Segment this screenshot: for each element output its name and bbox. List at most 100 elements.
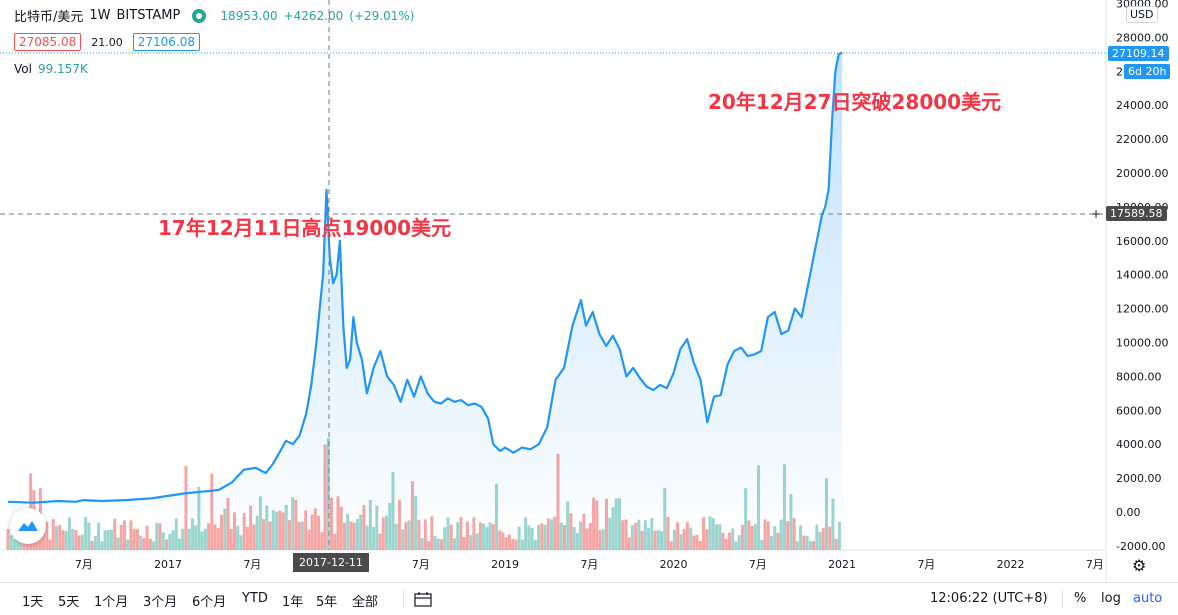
volume-bar — [449, 524, 453, 550]
percent-scale-toggle[interactable]: % — [1074, 591, 1087, 606]
volume-bar — [530, 528, 534, 550]
volume-bar — [122, 520, 126, 550]
volume-bar — [663, 487, 667, 550]
volume-bar — [67, 517, 71, 550]
volume-bar — [342, 522, 346, 550]
volume-bar — [537, 524, 541, 550]
bar-countdown-tag: 6d 20h — [1124, 64, 1171, 79]
volume-bar — [656, 530, 660, 550]
volume-bar — [427, 541, 431, 550]
range-5d-button[interactable]: 5天 — [58, 595, 80, 610]
add-alert-icon[interactable]: + — [1091, 207, 1102, 221]
volume-bar — [689, 527, 693, 550]
volume-legend: Vol 99.157K — [14, 62, 88, 76]
clock-timezone[interactable]: 12:06:22 (UTC+8) — [930, 591, 1048, 606]
volume-bar — [355, 518, 359, 550]
volume-bar — [148, 538, 152, 550]
annotation-2020-breakout[interactable]: 20年12月27日突破28000美元 — [708, 90, 1002, 114]
volume-bar — [831, 498, 835, 550]
volume-bar — [815, 524, 819, 550]
range-1m-button[interactable]: 1个月 — [94, 595, 129, 610]
auto-scale-toggle[interactable]: auto — [1133, 591, 1163, 606]
range-3m-button[interactable]: 3个月 — [143, 595, 178, 610]
volume-bar — [216, 528, 220, 550]
settings-gear-icon[interactable]: ⚙ — [1132, 556, 1147, 575]
volume-bar — [786, 521, 790, 550]
range-6m-button[interactable]: 6个月 — [192, 595, 227, 610]
volume-bar — [702, 517, 706, 550]
volume-bar — [624, 519, 628, 550]
volume-bar — [381, 517, 385, 550]
ask-price[interactable]: 27106.08 — [132, 33, 201, 51]
tradingview-logo-icon[interactable] — [10, 508, 46, 544]
volume-bar — [766, 521, 770, 550]
range-all-button[interactable]: 全部 — [352, 595, 379, 610]
volume-bar — [592, 497, 596, 550]
volume-bar — [55, 526, 59, 550]
volume-bar — [388, 503, 392, 550]
volume-bar — [187, 528, 191, 550]
volume-bar — [139, 535, 143, 550]
volume-bar — [287, 520, 291, 550]
symbol-name[interactable]: 比特币/美元 — [14, 10, 84, 25]
volume-bar — [452, 538, 456, 550]
volume-bar — [158, 523, 162, 550]
volume-bar — [507, 534, 511, 550]
market-status-icon[interactable] — [192, 8, 207, 23]
volume-bar — [491, 524, 495, 550]
volume-bar — [226, 497, 230, 550]
volume-bar — [223, 508, 227, 550]
volume-bar — [278, 510, 282, 550]
currency-selector[interactable]: USD — [1126, 6, 1158, 23]
volume-bar — [346, 513, 350, 550]
volume-bar — [459, 516, 463, 550]
price-axis-tick-label: 20000.00 — [1116, 167, 1169, 180]
volume-bar — [12, 539, 16, 550]
price-axis-tick-label: 0.00 — [1116, 506, 1141, 519]
volume-bar — [614, 498, 618, 550]
bid-price[interactable]: 27085.08 — [14, 33, 82, 51]
volume-label[interactable]: Vol — [14, 62, 32, 76]
volume-bar — [300, 521, 304, 550]
time-axis-tick-label: 7月 — [412, 558, 430, 571]
volume-bar — [598, 529, 602, 550]
volume-bar — [485, 527, 489, 550]
range-5y-button[interactable]: 5年 — [316, 595, 338, 610]
range-1y-button[interactable]: 1年 — [282, 595, 304, 610]
chart-canvas[interactable]: 30000.0028000.0026000.0024000.0022000.00… — [0, 0, 1178, 582]
price-axis-tick-label: 22000.00 — [1116, 133, 1169, 146]
volume-bar — [818, 532, 822, 550]
volume-bar — [142, 538, 146, 550]
volume-bar — [682, 529, 686, 550]
goto-date-icon[interactable] — [414, 591, 432, 611]
price-axis-tick-label: 12000.00 — [1116, 303, 1169, 316]
volume-bar — [630, 525, 634, 550]
volume-bar — [695, 534, 699, 550]
volume-bar — [805, 535, 809, 550]
volume-bar — [294, 499, 298, 550]
log-scale-toggle[interactable]: log — [1101, 591, 1121, 606]
bid-ask-row: 27085.08 21.00 27106.08 — [14, 33, 201, 51]
volume-bar — [203, 528, 207, 550]
volume-bar — [588, 522, 592, 550]
volume-bar — [414, 496, 418, 550]
volume-bar — [132, 528, 136, 550]
volume-bar — [533, 539, 537, 550]
price-axis-tick-label: 30000.00 — [1116, 0, 1169, 11]
time-axis-tick-label: 7月 — [1086, 558, 1104, 571]
volume-bar — [511, 538, 515, 550]
price-change-pct: (+29.01%) — [349, 8, 415, 23]
volume-bar — [161, 532, 165, 550]
interval-label[interactable]: 1W — [89, 8, 111, 23]
annotation-2017-high[interactable]: 17年12月11日高点19000美元 — [158, 216, 452, 240]
range-1d-button[interactable]: 1天 — [22, 595, 44, 610]
volume-bar — [776, 532, 780, 550]
toolbar-divider-right — [1062, 589, 1063, 609]
volume-bar — [750, 526, 754, 550]
price-axis-tick-label: 8000.00 — [1116, 370, 1162, 383]
volume-bar — [553, 516, 557, 550]
volume-bar — [417, 519, 421, 550]
range-ytd-button[interactable]: YTD — [242, 591, 268, 606]
volume-bar — [339, 506, 343, 550]
volume-bar — [478, 522, 482, 550]
